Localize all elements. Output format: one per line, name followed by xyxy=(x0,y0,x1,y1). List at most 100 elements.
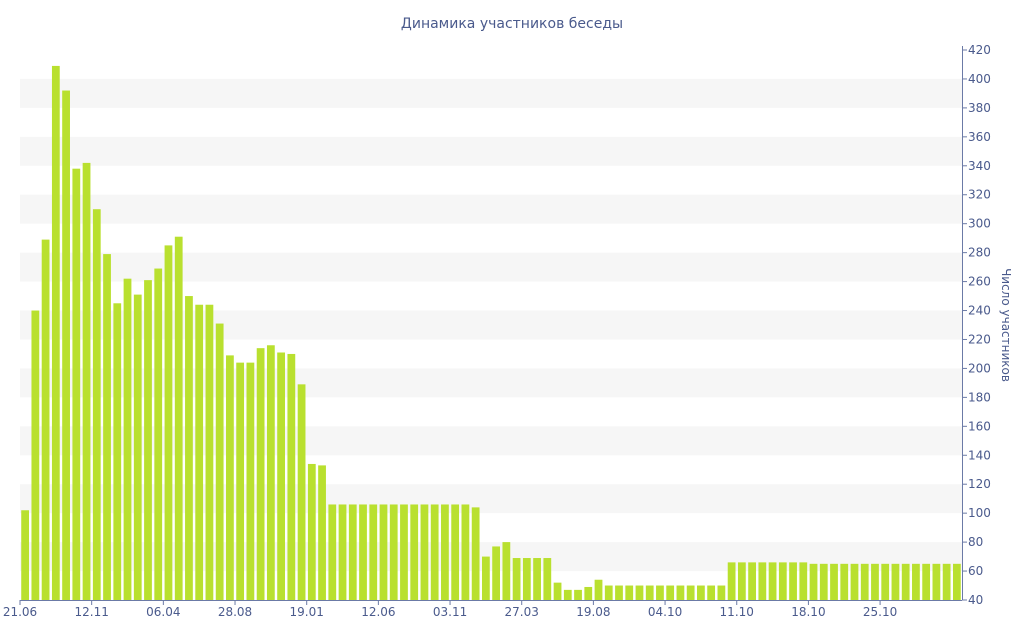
bar xyxy=(379,504,388,600)
bar xyxy=(72,168,81,600)
y-tick-label: 140 xyxy=(968,448,991,462)
bar xyxy=(819,563,828,600)
y-tick-label: 380 xyxy=(968,101,991,115)
x-tick-label: 04.10 xyxy=(648,605,682,619)
bar xyxy=(164,245,173,600)
y-tick-label: 100 xyxy=(968,506,991,520)
bar xyxy=(338,504,347,600)
bar xyxy=(830,563,838,600)
x-tick-label: 03.11 xyxy=(433,605,467,619)
bar xyxy=(952,563,961,600)
bar xyxy=(522,558,531,600)
bar xyxy=(123,278,132,600)
bar xyxy=(174,236,183,600)
y-axis-label: Число участников xyxy=(999,268,1013,382)
bar xyxy=(799,562,808,600)
y-tick-label: 240 xyxy=(968,304,991,318)
bar xyxy=(441,504,449,600)
bar xyxy=(215,323,224,600)
bar xyxy=(645,585,654,600)
bar xyxy=(318,465,326,600)
x-tick-label: 19.01 xyxy=(290,605,324,619)
bar xyxy=(144,280,152,600)
bar xyxy=(778,562,787,600)
bar xyxy=(41,239,50,601)
bar xyxy=(154,268,163,600)
grid-band xyxy=(20,78,962,108)
bar xyxy=(51,65,60,601)
bar xyxy=(185,296,193,600)
x-tick-label: 12.11 xyxy=(74,605,108,619)
y-tick-label: 400 xyxy=(968,72,991,86)
bar xyxy=(635,585,644,600)
x-tick-label: 19.08 xyxy=(576,605,610,619)
bar xyxy=(737,562,746,600)
bar xyxy=(113,303,122,600)
bar xyxy=(307,463,316,600)
bar xyxy=(451,504,460,600)
bar xyxy=(226,355,234,600)
bar xyxy=(789,562,797,600)
x-tick-label: 28.08 xyxy=(218,605,252,619)
y-tick-label: 340 xyxy=(968,159,991,173)
bar xyxy=(533,558,541,600)
bar xyxy=(676,585,685,600)
bar xyxy=(840,563,849,600)
bar xyxy=(92,209,101,600)
bar xyxy=(287,353,296,600)
bar xyxy=(471,507,480,600)
bar xyxy=(891,563,900,600)
y-tick-label: 80 xyxy=(968,535,983,549)
bar xyxy=(932,563,941,600)
y-tick-label: 280 xyxy=(968,246,991,260)
bar xyxy=(369,504,378,600)
bar xyxy=(461,504,470,600)
bar xyxy=(901,563,910,600)
bar xyxy=(594,579,603,600)
y-tick-label: 260 xyxy=(968,275,991,289)
y-tick-label: 220 xyxy=(968,332,991,346)
bar xyxy=(604,585,613,600)
y-tick-label: 160 xyxy=(968,419,991,433)
bar xyxy=(697,585,705,600)
bar xyxy=(625,585,634,600)
y-tick-label: 420 xyxy=(968,43,991,57)
bar xyxy=(195,304,204,600)
y-tick-label: 300 xyxy=(968,217,991,231)
grid-band xyxy=(20,194,962,224)
bar xyxy=(481,556,490,600)
bar xyxy=(615,585,623,600)
bar xyxy=(584,586,593,600)
bar xyxy=(809,563,818,600)
bar xyxy=(420,504,429,600)
y-tick-label: 60 xyxy=(968,564,983,578)
bar xyxy=(686,585,695,600)
bar xyxy=(543,558,552,600)
bar xyxy=(266,345,275,600)
bar xyxy=(277,352,285,600)
bar xyxy=(328,504,337,600)
bar xyxy=(389,504,398,600)
bar xyxy=(512,558,521,600)
bar xyxy=(246,362,255,600)
bar xyxy=(348,504,357,600)
bar xyxy=(400,504,408,600)
x-tick-label: 27.03 xyxy=(505,605,539,619)
bar xyxy=(727,562,736,600)
x-tick-label: 06.04 xyxy=(146,605,180,619)
bar xyxy=(553,582,562,600)
bar xyxy=(881,563,890,600)
bar xyxy=(912,563,920,600)
bar xyxy=(236,362,245,600)
y-tick-label: 320 xyxy=(968,188,991,202)
bar xyxy=(656,585,664,600)
bar xyxy=(103,254,111,600)
x-tick-label: 12.06 xyxy=(361,605,395,619)
bar xyxy=(871,563,879,600)
bar xyxy=(922,563,931,600)
bar xyxy=(707,585,716,600)
y-tick-label: 180 xyxy=(968,390,991,404)
bar xyxy=(62,90,70,600)
bar xyxy=(205,304,214,600)
